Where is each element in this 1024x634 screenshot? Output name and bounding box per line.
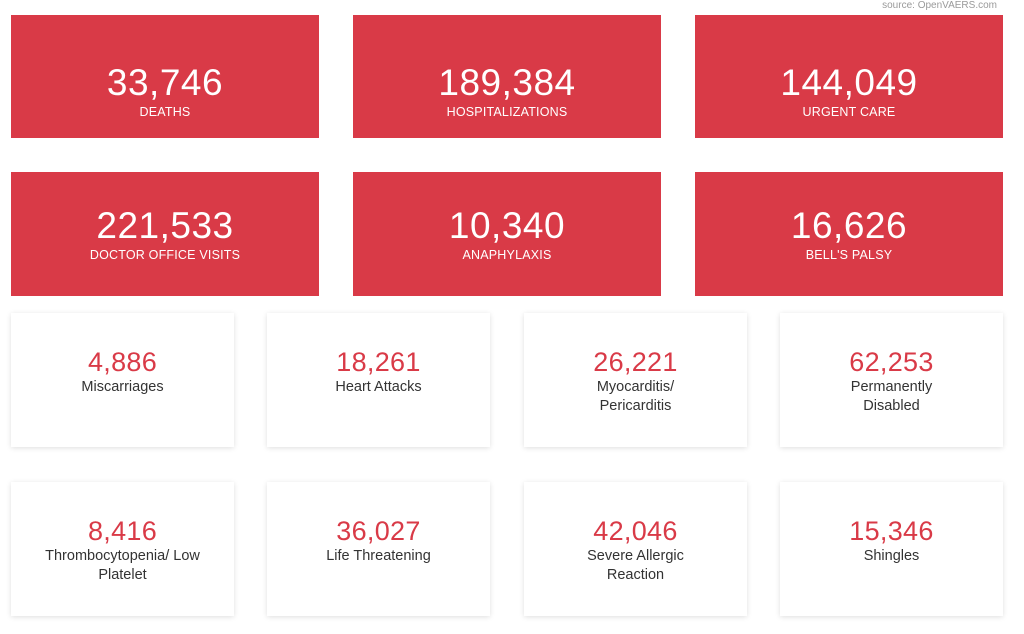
stat-value: 4,886 bbox=[87, 347, 158, 377]
stat-value: 10,340 bbox=[448, 205, 566, 246]
stat-card-life-threatening: 36,027 Life Threatening bbox=[267, 482, 490, 616]
stat-value: 8,416 bbox=[87, 516, 158, 546]
stat-card-urgent-care: 144,049 URGENT CARE bbox=[695, 15, 1003, 138]
stat-label: Thrombocytopenia/ Low Platelet bbox=[45, 548, 200, 583]
stat-label: Severe Allergic Reaction bbox=[587, 548, 684, 583]
stat-card-myocarditis: 26,221 Myocarditis/ Pericarditis bbox=[524, 313, 747, 447]
stat-card-permanently-disabled: 62,253 Permanently Disabled bbox=[780, 313, 1003, 447]
stat-card-doctor-office-visits: 221,533 DOCTOR OFFICE VISITS bbox=[11, 172, 319, 296]
stat-label: Myocarditis/ Pericarditis bbox=[596, 379, 675, 414]
stat-value: 18,261 bbox=[336, 347, 421, 377]
stat-value: 62,253 bbox=[849, 347, 934, 377]
stat-card-severe-allergic-reaction: 42,046 Severe Allergic Reaction bbox=[524, 482, 747, 616]
stat-card-shingles: 15,346 Shingles bbox=[780, 482, 1003, 616]
stat-value: 36,027 bbox=[336, 516, 421, 546]
stat-label: Permanently Disabled bbox=[850, 379, 933, 414]
stat-value: 189,384 bbox=[438, 62, 576, 103]
stat-card-hospitalizations: 189,384 HOSPITALIZATIONS bbox=[353, 15, 661, 138]
stat-label: Miscarriages bbox=[81, 379, 164, 395]
stat-label: HOSPITALIZATIONS bbox=[446, 105, 568, 119]
stat-label: BELL'S PALSY bbox=[805, 248, 893, 262]
stat-card-miscarriages: 4,886 Miscarriages bbox=[11, 313, 234, 447]
stat-card-deaths: 33,746 DEATHS bbox=[11, 15, 319, 138]
stat-label: Shingles bbox=[863, 548, 920, 564]
stat-value: 42,046 bbox=[593, 516, 678, 546]
stat-value: 15,346 bbox=[849, 516, 934, 546]
stat-card-anaphylaxis: 10,340 ANAPHYLAXIS bbox=[353, 172, 661, 296]
stat-value: 16,626 bbox=[790, 205, 908, 246]
stat-card-heart-attacks: 18,261 Heart Attacks bbox=[267, 313, 490, 447]
stat-value: 144,049 bbox=[780, 62, 918, 103]
stat-label: Life Threatening bbox=[326, 548, 431, 564]
stat-value: 26,221 bbox=[593, 347, 678, 377]
stat-value: 221,533 bbox=[96, 205, 234, 246]
stat-label: ANAPHYLAXIS bbox=[462, 248, 552, 262]
stat-label: URGENT CARE bbox=[802, 105, 896, 119]
stat-label: DEATHS bbox=[139, 105, 191, 119]
stat-label: Heart Attacks bbox=[335, 379, 422, 395]
stat-value: 33,746 bbox=[106, 62, 224, 103]
stat-card-bells-palsy: 16,626 BELL'S PALSY bbox=[695, 172, 1003, 296]
stat-label: DOCTOR OFFICE VISITS bbox=[89, 248, 241, 262]
stat-card-thrombocytopenia: 8,416 Thrombocytopenia/ Low Platelet bbox=[11, 482, 234, 616]
source-attribution: source: OpenVAERS.com bbox=[882, 0, 997, 11]
